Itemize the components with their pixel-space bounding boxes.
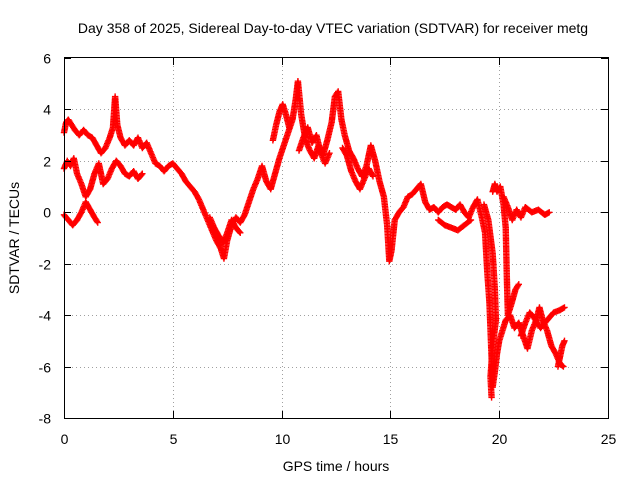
x-tick-label: 25 <box>601 431 617 447</box>
data-point <box>94 219 101 226</box>
data-point <box>561 337 568 345</box>
data-point <box>286 124 293 131</box>
y-tick-label: -4 <box>39 308 52 324</box>
chart-title: Day 358 of 2025, Sidereal Day-to-day VTE… <box>78 20 588 36</box>
data-point <box>561 304 568 311</box>
data-point <box>515 281 522 288</box>
y-tick-label: -6 <box>39 360 52 376</box>
data-point <box>237 229 244 237</box>
y-tick-label: 6 <box>43 51 51 67</box>
y-tick-label: -8 <box>39 411 52 427</box>
data-point <box>139 170 146 177</box>
x-tick-label: 10 <box>275 431 291 447</box>
data-point <box>466 217 474 225</box>
y-tick-labels: -8 -6 -4 -2 0 2 4 6 <box>39 51 52 427</box>
x-tick-label: 15 <box>383 431 399 447</box>
data-point <box>488 394 495 401</box>
data-point <box>467 216 475 224</box>
data-point <box>546 209 553 216</box>
data-point <box>138 171 145 178</box>
data-point <box>560 363 567 370</box>
data-marks <box>60 77 568 401</box>
y-tick-label: 0 <box>43 205 51 221</box>
data-point <box>514 282 522 289</box>
plot-frame <box>64 57 609 419</box>
data-point <box>369 173 377 180</box>
y-tick-label: -2 <box>39 257 52 273</box>
y-axis-label: SDTVAR / TECUs <box>6 182 22 294</box>
data-point <box>93 218 101 225</box>
axis-ticks <box>64 58 609 419</box>
x-axis-label: GPS time / hours <box>283 458 390 474</box>
data-point <box>326 149 333 157</box>
x-tick-label: 20 <box>492 431 508 447</box>
y-tick-label: 2 <box>43 154 51 170</box>
data-point <box>369 171 376 179</box>
x-tick-label: 0 <box>61 431 69 447</box>
x-tick-label: 5 <box>170 431 178 447</box>
data-point <box>236 228 243 236</box>
x-tick-labels: 0 5 10 15 20 25 <box>61 431 617 447</box>
y-tick-label: 4 <box>43 102 51 118</box>
